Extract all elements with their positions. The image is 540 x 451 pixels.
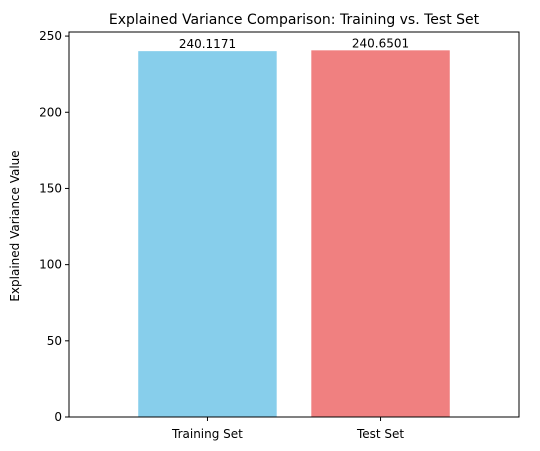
- y-tick-label: 100: [39, 258, 62, 272]
- bar-training-set: [138, 51, 276, 417]
- x-tick-label: Training Set: [171, 427, 243, 441]
- bar-test-set: [311, 50, 449, 417]
- y-tick-label: 0: [54, 410, 62, 424]
- plot-frame: [69, 32, 519, 417]
- x-tick-label: Test Set: [356, 427, 404, 441]
- y-tick-label: 250: [39, 29, 62, 43]
- y-tick-label: 200: [39, 105, 62, 119]
- value-labels-group: 240.1171 240.6501: [179, 36, 409, 51]
- y-ticks-group: 0 50 100 150 200 250: [39, 29, 69, 424]
- y-tick-label: 50: [47, 334, 62, 348]
- x-ticks-group: Training Set Test Set: [171, 417, 404, 441]
- y-tick-label: 150: [39, 181, 62, 195]
- value-label: 240.6501: [352, 36, 409, 50]
- value-label: 240.1171: [179, 37, 236, 51]
- y-axis-label: Explained Variance Value: [8, 150, 22, 301]
- chart-title: Explained Variance Comparison: Training …: [109, 12, 480, 28]
- bars-group: [138, 50, 450, 417]
